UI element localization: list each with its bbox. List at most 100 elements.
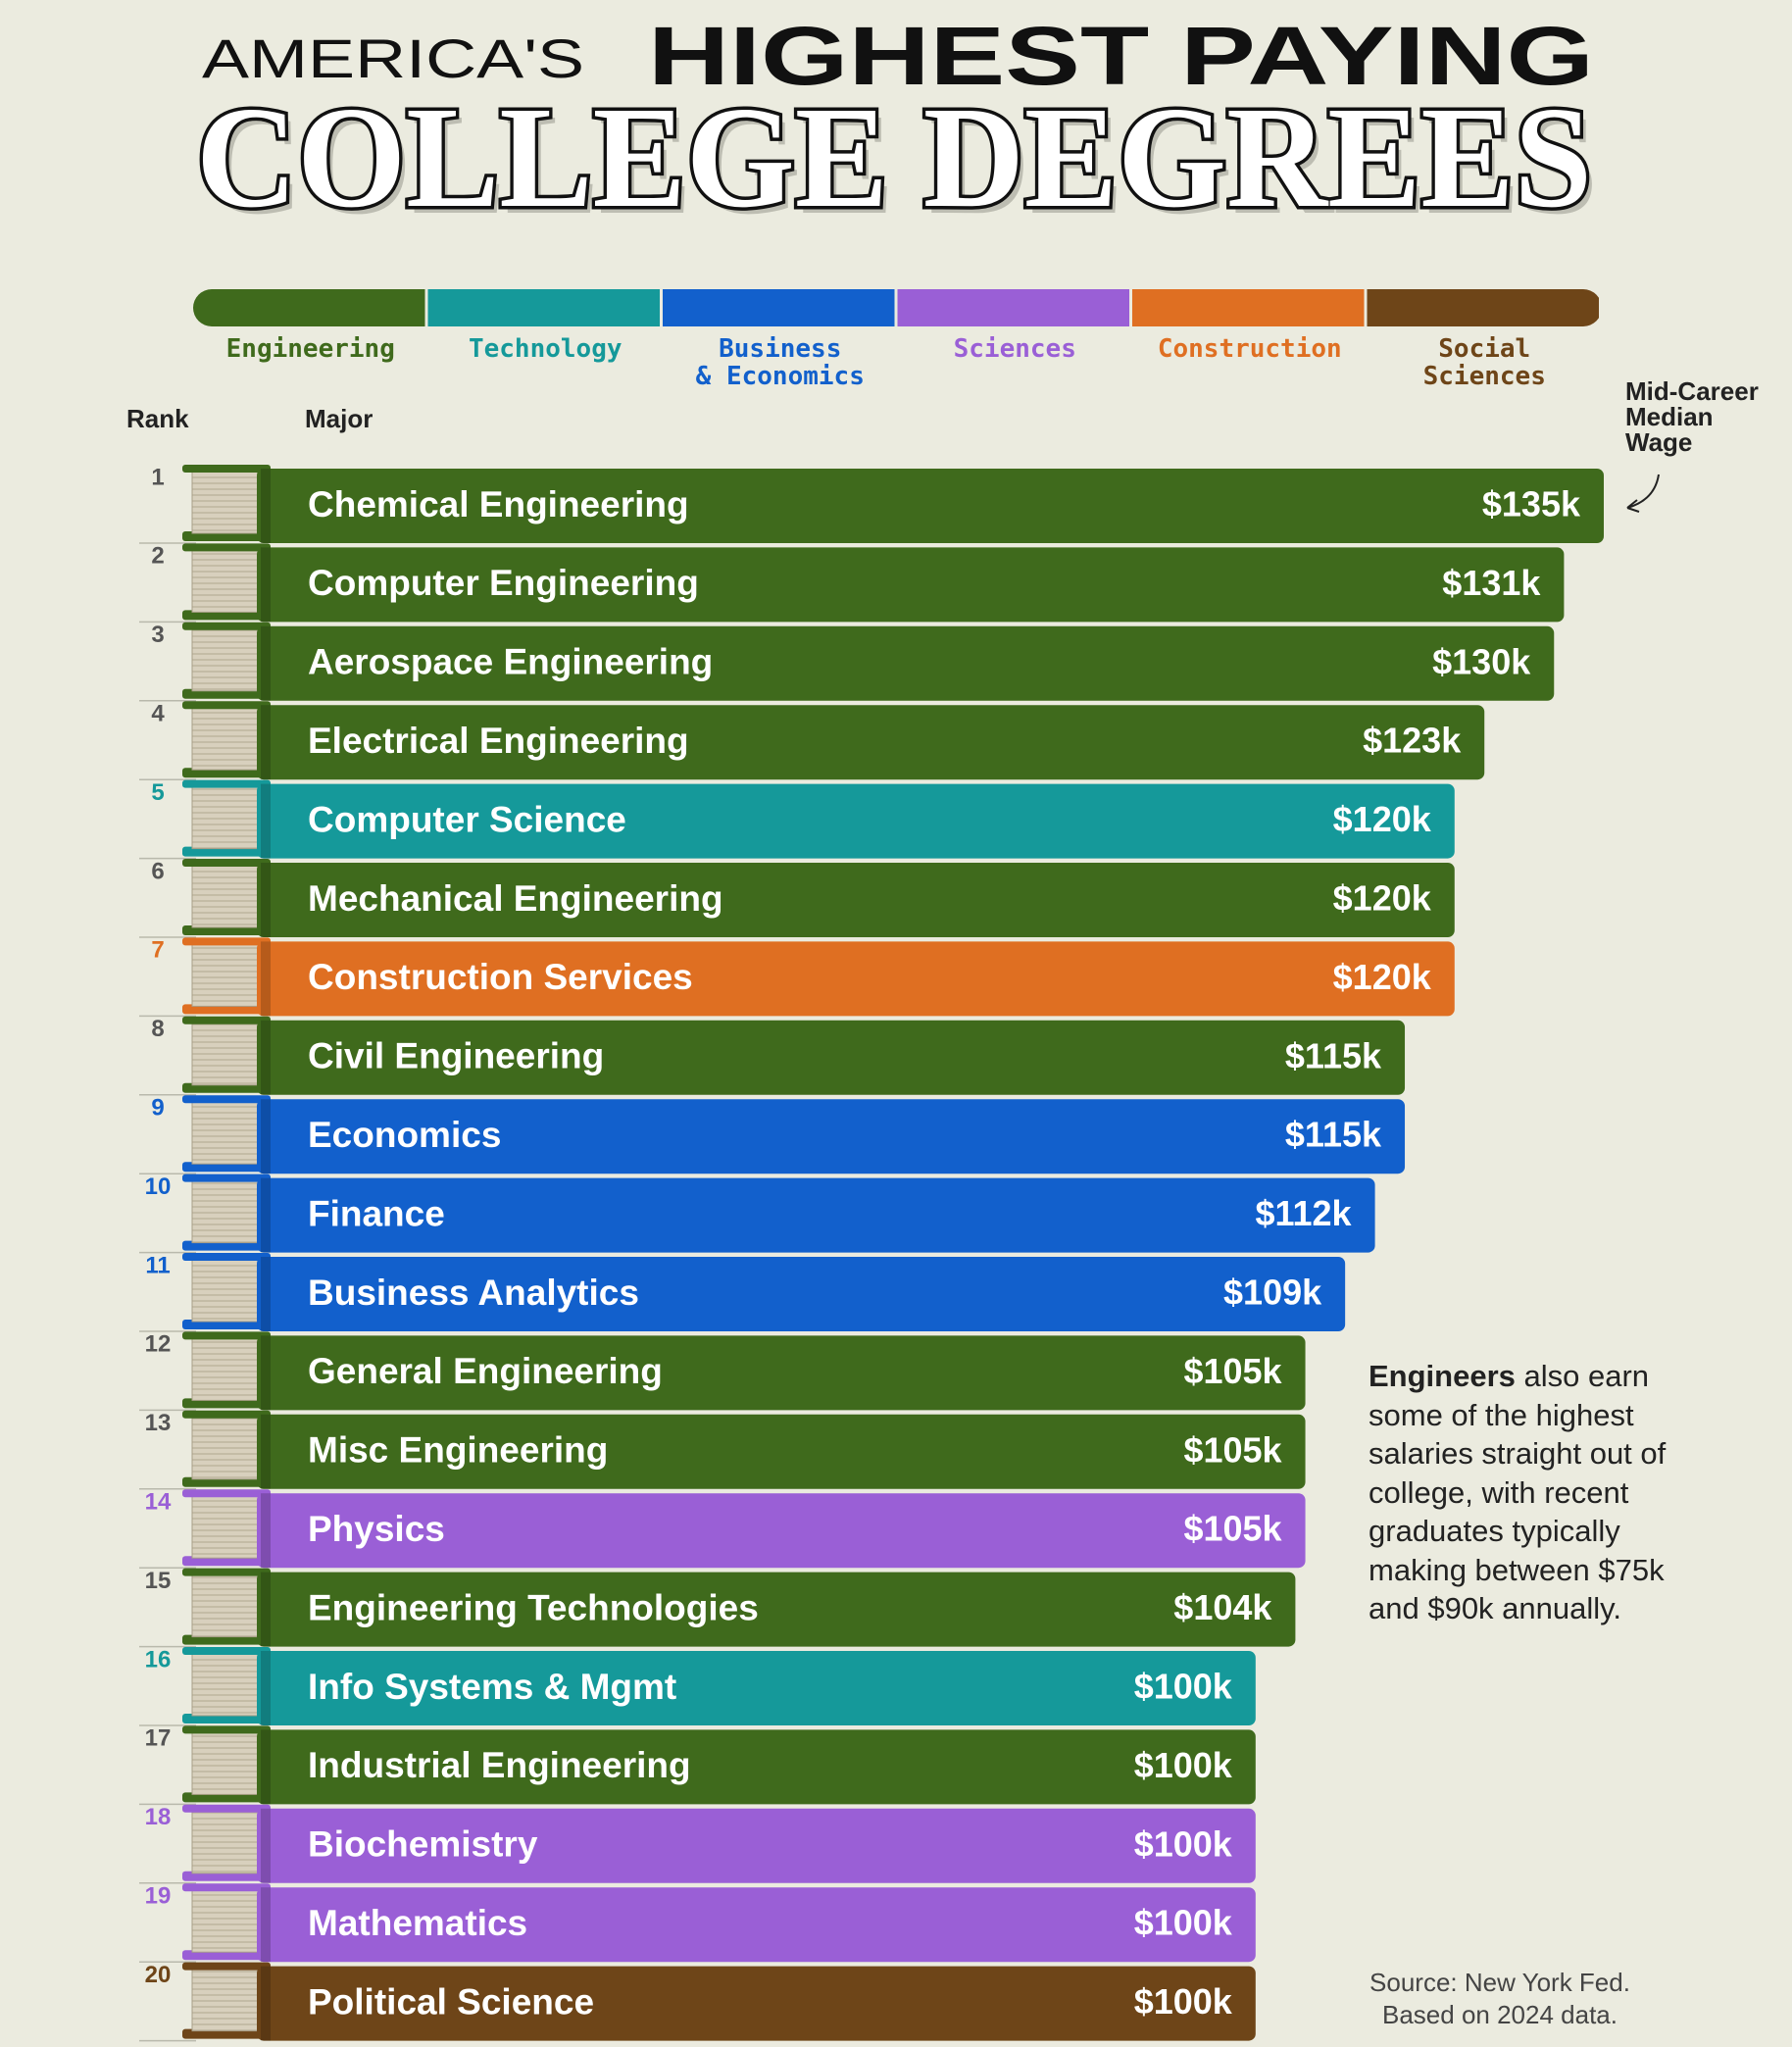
category-label: Computer Engineering: [308, 563, 699, 603]
value-label: $123k: [1363, 721, 1462, 761]
bar-shade: [261, 469, 271, 543]
category-label: Physics: [308, 1509, 445, 1549]
book-pages: [191, 1258, 266, 1323]
book-pages: [191, 864, 266, 928]
book-cover-top: [182, 622, 271, 630]
category-label: Industrial Engineering: [308, 1745, 691, 1785]
book-cover-top: [182, 1568, 271, 1576]
rank-label: 17: [145, 1725, 172, 1752]
bar: [257, 1020, 1406, 1095]
book-pages: [191, 1888, 266, 1953]
bar: [257, 1257, 1346, 1331]
legend-label: Business & Economics: [695, 334, 865, 391]
rank-label: 9: [151, 1095, 164, 1122]
value-label: $104k: [1173, 1587, 1272, 1627]
rank-label: 6: [151, 858, 164, 884]
book-pages: [191, 1179, 266, 1244]
title-big: COLLEGE DEGREES: [196, 77, 1592, 238]
book-cover-top: [182, 1016, 271, 1024]
annotation: Engineers also earn some of the highest …: [1369, 1357, 1666, 1628]
value-label: $109k: [1223, 1273, 1322, 1313]
bar-shade: [261, 1729, 271, 1805]
value-label: $100k: [1134, 1745, 1233, 1785]
bar-shade: [261, 783, 271, 859]
category-label: Political Science: [308, 1981, 594, 2022]
annotation-text: also earn some of the highest salaries s…: [1369, 1359, 1667, 1625]
book-cover-back: [182, 2028, 271, 2039]
bar: [257, 469, 1604, 543]
value-label: $120k: [1333, 957, 1432, 997]
legend-swatch: [193, 289, 425, 326]
rank-label: 7: [151, 937, 164, 964]
book-pages: [191, 1100, 266, 1165]
bar-shade: [261, 863, 271, 937]
bar: [257, 1099, 1406, 1174]
book-cover-top: [182, 1253, 271, 1261]
value-label: $100k: [1134, 1667, 1233, 1707]
value-header: Mid-Career Median Wage: [1625, 376, 1759, 457]
rank-label: 16: [145, 1646, 172, 1673]
book-pages: [191, 706, 266, 771]
bar: [257, 1335, 1306, 1411]
bar-shade: [261, 625, 271, 701]
bar-shade: [261, 1020, 271, 1095]
rank-label: 18: [145, 1804, 172, 1830]
value-label: $120k: [1333, 799, 1432, 839]
book-pages: [191, 1336, 266, 1401]
bar: [257, 1177, 1375, 1253]
rank-label: 3: [151, 622, 164, 648]
bar: [257, 863, 1455, 937]
bar: [257, 783, 1455, 859]
book-cover-top: [182, 1331, 271, 1340]
bar: [257, 1887, 1256, 1963]
value-label: $100k: [1134, 1981, 1233, 2022]
book-cover-top: [182, 1804, 271, 1813]
bar-shade: [261, 1572, 271, 1647]
category-label: Biochemistry: [308, 1824, 538, 1865]
value-label: $135k: [1482, 484, 1581, 524]
bar: [257, 625, 1555, 701]
value-label: $105k: [1183, 1509, 1282, 1549]
bar-shade: [261, 1808, 271, 1883]
value-label: $105k: [1183, 1429, 1282, 1470]
rank-label: 20: [145, 1962, 172, 1988]
category-label: General Engineering: [308, 1351, 663, 1391]
source: Source: New York Fed. Based on 2024 data…: [1369, 1968, 1630, 2029]
book-pages: [191, 470, 266, 534]
rank-label: 5: [151, 779, 164, 806]
book-pages: [191, 942, 266, 1007]
bar-shade: [261, 547, 271, 623]
category-label: Business Analytics: [308, 1273, 639, 1313]
book-cover-top: [182, 859, 271, 867]
book-cover-top: [182, 1095, 271, 1104]
legend: [193, 289, 1599, 326]
category-label: Economics: [308, 1115, 501, 1155]
book-pages: [191, 1494, 266, 1559]
legend-label: Engineering: [225, 334, 395, 364]
rank-label: 4: [151, 701, 165, 727]
book-pages: [191, 1652, 266, 1717]
bar-shade: [261, 1335, 271, 1411]
annotation-bold: Engineers: [1369, 1359, 1516, 1393]
book-cover-top: [182, 1410, 271, 1419]
book-pages: [191, 1810, 266, 1874]
bar-shade: [261, 705, 271, 780]
book-pages: [191, 1968, 266, 2032]
value-label: $100k: [1134, 1823, 1233, 1864]
arrow: [1626, 474, 1660, 513]
book-pages: [191, 1022, 266, 1086]
legend-swatch: [427, 289, 660, 326]
title-main: HIGHEST PAYING: [648, 10, 1594, 102]
book-cover-top: [182, 1173, 271, 1182]
book-cover-top: [182, 543, 271, 552]
legend-swatch: [663, 289, 895, 326]
value-label: $131k: [1442, 563, 1541, 603]
rank-label: 13: [145, 1410, 172, 1436]
rank-header: Rank: [126, 404, 189, 433]
legend-label: Technology: [468, 334, 622, 364]
book-pages: [191, 1730, 266, 1795]
book-cover-top: [182, 701, 271, 710]
category-label: Mathematics: [308, 1903, 527, 1943]
